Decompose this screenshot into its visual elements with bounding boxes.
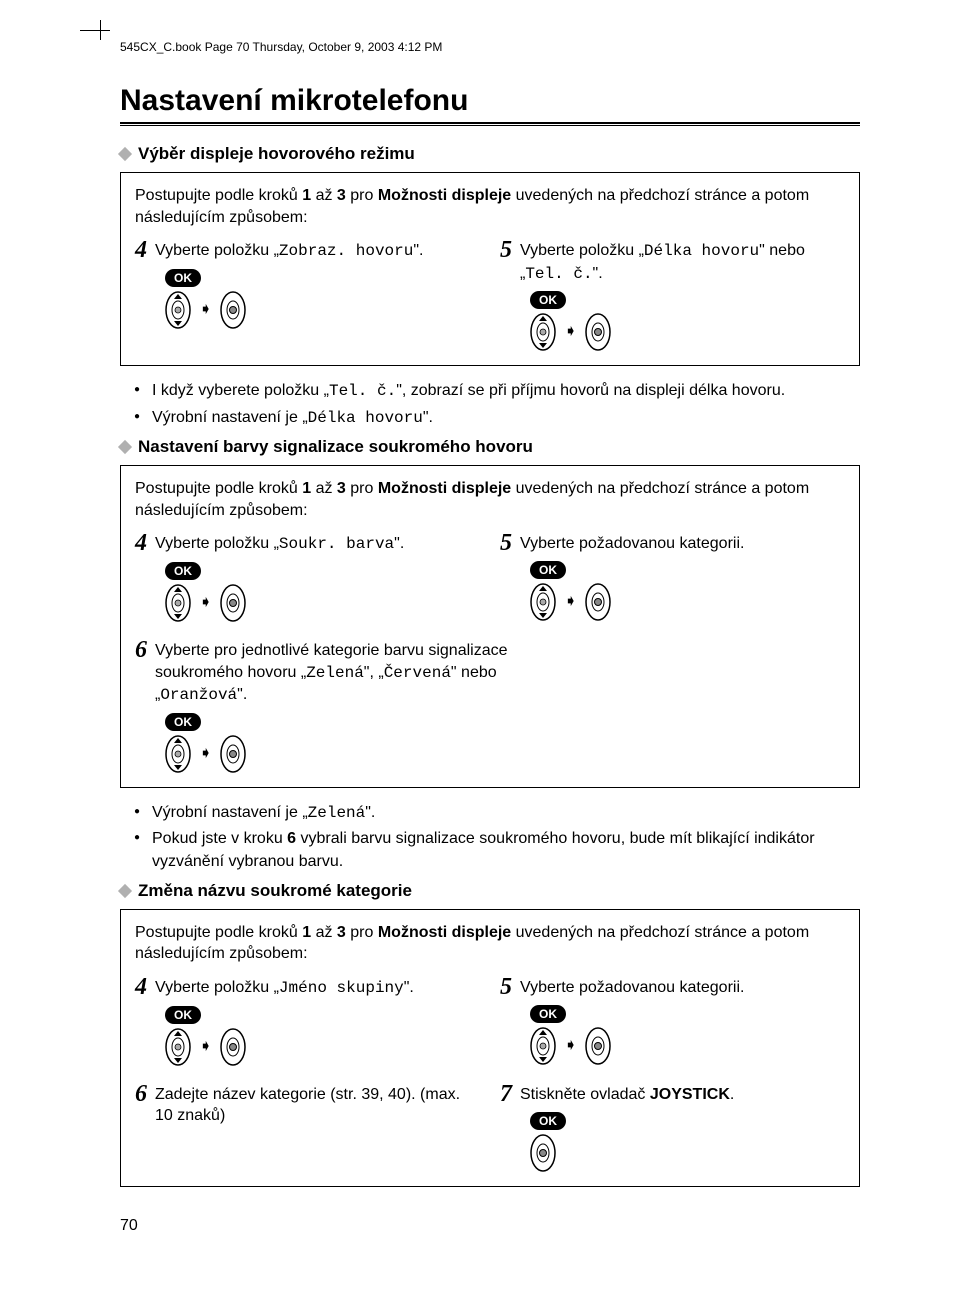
icon-group: ➧ [530,1005,845,1065]
ok-icon [530,1112,566,1130]
ok-icon [530,1005,566,1023]
bullet-item: Výrobní nastavení je „Zelená". [134,802,860,824]
page-number: 70 [120,1217,860,1235]
icon-group: ➧ [165,1006,480,1066]
title-underline [120,122,860,126]
diamond-icon [118,884,132,898]
step: 5 Vyberte požadovanou kategorii. ➧ [500,975,845,1066]
joystick-center-icon [220,584,246,622]
ok-icon [530,561,566,579]
joystick-center-icon [220,291,246,329]
icon-group: ➧ [530,291,845,351]
joystick-center-icon [585,1027,611,1065]
bullet-item: I když vyberete položku „Tel. č.", zobra… [134,380,860,402]
step-number: 4 [135,975,147,999]
joystick-updown-icon [165,291,191,329]
joystick-center-icon [220,1028,246,1066]
box-intro: Postupujte podle kroků 1 až 3 pro Možnos… [135,478,845,521]
bullet-item: Výrobní nastavení je „Délka hovoru". [134,407,860,429]
bullet-list: I když vyberete položku „Tel. č.", zobra… [134,380,860,429]
step-row: 4 Vyberte položku „Jméno skupiny". ➧ [135,975,845,1066]
step-row: 4 Vyberte položku „Soukr. barva". ➧ [135,531,845,622]
section-heading: Výběr displeje hovorového režimu [120,144,860,164]
step-text: Stiskněte ovladač JOYSTICK. [520,1082,734,1106]
joystick-updown-icon [165,735,191,773]
step-text: Vyberte požadovanou kategorii. [520,531,744,555]
section-heading: Změna názvu soukromé kategorie [120,881,860,901]
section-heading: Nastavení barvy signalizace soukromého h… [120,437,860,457]
ok-icon [165,713,201,731]
icon-group: ➧ [165,562,480,622]
ok-icon [165,1006,201,1024]
step-text: Vyberte položku „Zobraz. hovoru". [155,238,423,263]
joystick-updown-icon [165,584,191,622]
diamond-icon [118,147,132,161]
joystick-center-icon [530,1134,556,1172]
step: 5 Vyberte požadovanou kategorii. ➧ [500,531,845,622]
joystick-updown-icon [165,1028,191,1066]
step-row: 4 Vyberte položku „Zobraz. hovoru". ➧ [135,238,845,351]
box-intro: Postupujte podle kroků 1 až 3 pro Možnos… [135,185,845,228]
step: 4 Vyberte položku „Zobraz. hovoru". ➧ [135,238,480,351]
step-number: 5 [500,531,512,555]
arrow-right-icon: ➧ [199,302,212,318]
box-intro: Postupujte podle kroků 1 až 3 pro Možnos… [135,922,845,965]
page: 545CX_C.book Page 70 Thursday, October 9… [0,0,960,1275]
step-number: 4 [135,238,147,262]
step-text: Vyberte položku „Jméno skupiny". [155,975,414,1000]
icon-group: ➧ [165,713,561,773]
step: 6 Vyberte pro jednotlivé kategorie barvu… [135,638,561,773]
page-header: 545CX_C.book Page 70 Thursday, October 9… [120,40,860,54]
page-title: Nastavení mikrotelefonu [120,84,860,118]
icon-group: ➧ [530,561,845,621]
step: 4 Vyberte položku „Jméno skupiny". ➧ [135,975,480,1066]
bullet-list: Výrobní nastavení je „Zelená". Pokud jst… [134,802,860,873]
joystick-updown-icon [530,313,556,351]
instruction-box: Postupujte podle kroků 1 až 3 pro Možnos… [120,172,860,366]
step-number: 7 [500,1082,512,1106]
crop-mark [100,20,101,40]
step-number: 4 [135,531,147,555]
step-text: Vyberte požadovanou kategorii. [520,975,744,999]
step-text: Vyberte pro jednotlivé kategorie barvu s… [155,638,561,707]
crop-mark [80,30,110,31]
ok-icon [530,291,566,309]
step: 4 Vyberte položku „Soukr. barva". ➧ [135,531,480,622]
instruction-box: Postupujte podle kroků 1 až 3 pro Možnos… [120,465,860,788]
ok-icon [165,269,201,287]
diamond-icon [118,440,132,454]
step-number: 6 [135,638,147,662]
arrow-right-icon: ➧ [199,595,212,611]
heading-text: Nastavení barvy signalizace soukromého h… [138,437,533,457]
step-text: Vyberte položku „Délka hovoru" nebo „Tel… [520,238,845,285]
ok-icon [165,562,201,580]
icon-group: ➧ [165,269,480,329]
instruction-box: Postupujte podle kroků 1 až 3 pro Možnos… [120,909,860,1187]
step: 7 Stiskněte ovladač JOYSTICK. [500,1082,845,1172]
arrow-right-icon: ➧ [564,594,577,610]
step-number: 5 [500,238,512,262]
joystick-center-icon [585,313,611,351]
joystick-updown-icon [530,583,556,621]
arrow-right-icon: ➧ [564,1038,577,1054]
bullet-item: Pokud jste v kroku 6 vybrali barvu signa… [134,828,860,873]
joystick-center-icon [220,735,246,773]
step-number: 6 [135,1082,147,1106]
joystick-updown-icon [530,1027,556,1065]
arrow-right-icon: ➧ [199,746,212,762]
arrow-right-icon: ➧ [199,1039,212,1055]
step: 6 Zadejte název kategorie (str. 39, 40).… [135,1082,480,1172]
step-text: Zadejte název kategorie (str. 39, 40). (… [155,1082,480,1127]
step-number: 5 [500,975,512,999]
icon-group [530,1112,845,1172]
heading-text: Výběr displeje hovorového režimu [138,144,415,164]
arrow-right-icon: ➧ [564,324,577,340]
step-row: 6 Vyberte pro jednotlivé kategorie barvu… [135,638,845,773]
joystick-center-icon [585,583,611,621]
heading-text: Změna názvu soukromé kategorie [138,881,412,901]
step-row: 6 Zadejte název kategorie (str. 39, 40).… [135,1082,845,1172]
step-text: Vyberte položku „Soukr. barva". [155,531,404,556]
step: 5 Vyberte položku „Délka hovoru" nebo „T… [500,238,845,351]
